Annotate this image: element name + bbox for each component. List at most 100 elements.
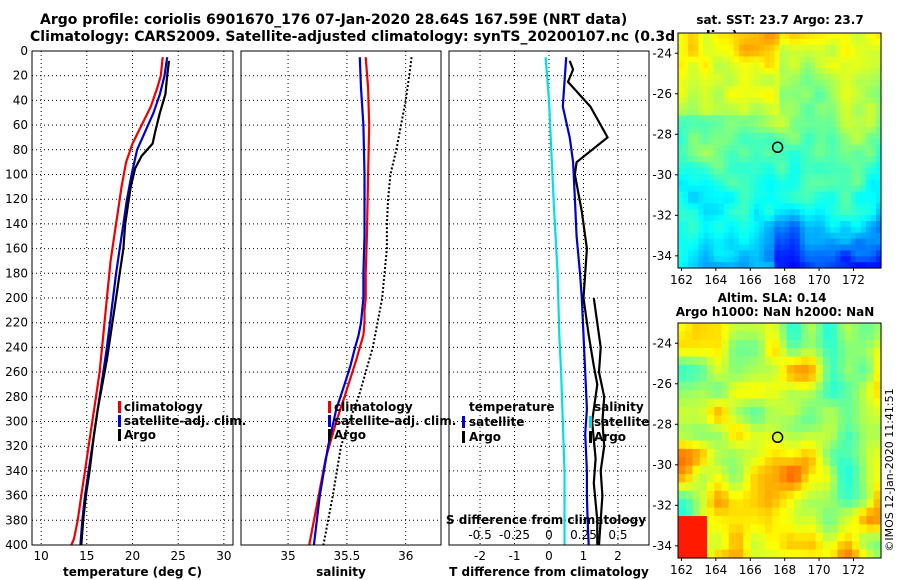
depth-tick-label: 260 <box>5 365 28 379</box>
series-line-satellite-adj-clim- <box>312 57 366 546</box>
argo-position-marker <box>771 141 784 154</box>
depth-tick-label: 400 <box>5 538 28 552</box>
lat-tick-label: -30 <box>652 458 672 472</box>
depth-tick-label: 280 <box>5 390 28 404</box>
legend-swatch <box>589 431 592 443</box>
legend-entry: climatology <box>124 400 203 414</box>
x-tick-label: 30 <box>216 549 231 563</box>
lon-tick-label: 170 <box>808 273 831 287</box>
series-line-satellite-adj-clim- <box>79 57 169 546</box>
depth-tick-label: 340 <box>5 464 28 478</box>
series-line-t-argo <box>566 60 609 545</box>
lon-tick-label: 162 <box>670 273 693 287</box>
legend-swatch <box>462 416 465 428</box>
x2-tick-label: -0.5 <box>468 528 491 542</box>
lat-tick-label: -28 <box>652 127 672 141</box>
x-tick-label: 0 <box>545 549 553 563</box>
x-axis-label: T difference from climatology <box>449 565 649 579</box>
series-line-t-satellite <box>561 57 590 546</box>
lat-tick-label: -30 <box>652 168 672 182</box>
lon-tick-label: 168 <box>773 563 796 577</box>
legend-swatch <box>118 401 121 413</box>
x2-tick-label: 0 <box>545 528 553 542</box>
depth-tick-label: 300 <box>5 415 28 429</box>
lat-tick-label: -34 <box>652 539 672 553</box>
lat-tick-label: -28 <box>652 417 672 431</box>
legend-entry-left: satellite <box>469 415 524 429</box>
x-tick-label: 1 <box>580 549 588 563</box>
figure-title-line1: Argo profile: coriolis 6901670_176 07-Ja… <box>40 12 628 28</box>
legend-entry-left: Argo <box>469 430 501 444</box>
legend-entry-left: temperature <box>469 400 554 414</box>
panel-frame <box>448 50 650 546</box>
depth-tick-label: 160 <box>5 242 28 256</box>
chart-panel-difference: -2 -1 0 1 2 T difference from climatology -0.5… <box>446 50 650 579</box>
depth-tick-label: 0 <box>20 44 28 58</box>
depth-tick-label: 120 <box>5 192 28 206</box>
figure-title-line2: Climatology: CARS2009. Satellite-adjuste… <box>30 29 739 45</box>
lon-tick-label: 164 <box>704 273 727 287</box>
sla-map-title-line1: Altim. SLA: 0.14 <box>718 291 827 305</box>
legend-swatch <box>328 415 331 427</box>
argo-position-marker <box>771 431 784 444</box>
legend-swatch <box>328 429 331 441</box>
depth-tick-label: 220 <box>5 316 28 330</box>
depth-tick-label: 100 <box>5 168 28 182</box>
lat-tick-label: -26 <box>652 377 672 391</box>
x-tick-label: -1 <box>509 549 521 563</box>
depth-tick-label: 240 <box>5 340 28 354</box>
depth-tick-label: 20 <box>13 69 28 83</box>
depth-tick-label: 180 <box>5 266 28 280</box>
x2-tick-label: 0.5 <box>608 528 627 542</box>
lon-tick-label: 166 <box>739 563 762 577</box>
x-tick-label: 35 <box>280 549 295 563</box>
series-line-climatology <box>70 57 164 546</box>
legend-entry: satellite-adj. clim. <box>334 414 456 428</box>
depth-tick-label: 60 <box>13 118 28 132</box>
lat-tick-label: -32 <box>652 208 672 222</box>
depth-tick-label: 380 <box>5 513 28 527</box>
x-axis-label: temperature (deg C) <box>63 565 202 579</box>
legend-entry: Argo <box>334 428 366 442</box>
legend-entry: satellite-adj. clim. <box>124 414 246 428</box>
panel-frame <box>240 50 442 546</box>
series-line-s-argo <box>592 297 606 546</box>
series-line-climatology <box>308 57 371 546</box>
x-tick-label: 25 <box>171 549 186 563</box>
x-tick-label: 10 <box>33 549 48 563</box>
x-tick-label: 36 <box>398 549 413 563</box>
lat-tick-label: -24 <box>652 46 672 60</box>
legend-entry: climatology <box>334 400 413 414</box>
depth-tick-label: 360 <box>5 489 28 503</box>
depth-tick-label: 320 <box>5 439 28 453</box>
x-axis-label: salinity <box>316 565 366 579</box>
lat-tick-label: -24 <box>652 336 672 350</box>
legend-entry-right: salinity <box>594 400 644 414</box>
sst-map-title: sat. SST: 23.7 Argo: 23.7 <box>696 13 863 27</box>
x-tick-label: -2 <box>474 549 486 563</box>
x-tick-label: 2 <box>614 549 622 563</box>
chart-panel-salinity: 35 35.5 36 salinity climatologysatellite-adj… <box>240 50 456 579</box>
legend-entry-right: satellite <box>594 415 649 429</box>
lat-tick-label: -34 <box>652 249 672 263</box>
legend-entry-right: Argo <box>594 430 626 444</box>
legend-swatch <box>462 431 465 443</box>
x2-axis-label: S difference from climatology <box>446 513 646 527</box>
legend-entry: Argo <box>124 428 156 442</box>
x-tick-label: 15 <box>79 549 94 563</box>
lon-tick-label: 166 <box>739 273 762 287</box>
series-line-argo <box>322 57 413 546</box>
x2-tick-label: 0.25 <box>570 528 597 542</box>
lon-tick-label: 162 <box>670 563 693 577</box>
map-frame <box>677 32 882 269</box>
chart-panel-temperature: 10 15 20 25 30 temperature (deg C) climatology… <box>31 50 246 579</box>
depth-tick-label: 40 <box>13 93 28 107</box>
x-tick-label: 20 <box>125 549 140 563</box>
lon-tick-label: 172 <box>842 563 865 577</box>
depth-tick-label: 200 <box>5 291 28 305</box>
lon-tick-label: 172 <box>842 273 865 287</box>
x2-tick-label: -0.25 <box>499 528 530 542</box>
sla-map-title-line2: Argo h1000: NaN h2000: NaN <box>676 305 875 319</box>
legend-swatch <box>118 429 121 441</box>
